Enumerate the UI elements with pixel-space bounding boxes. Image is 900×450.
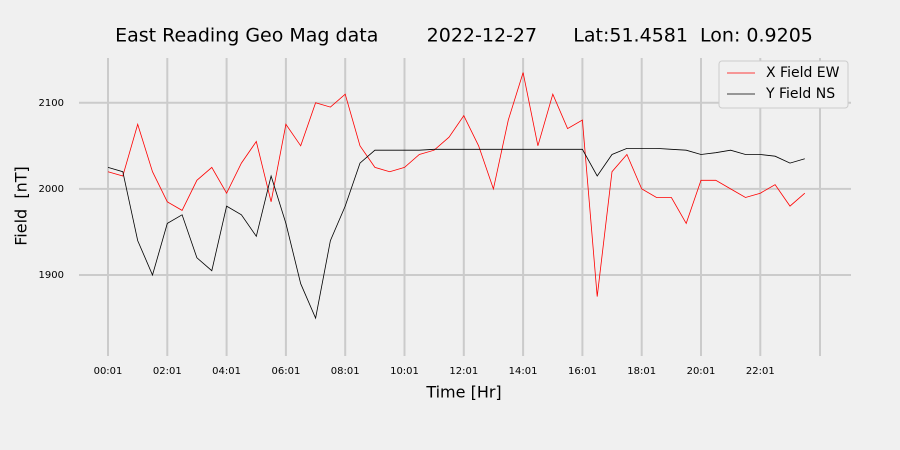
x-tick-label: 08:01 bbox=[331, 366, 360, 377]
x-tick-label: 10:01 bbox=[390, 366, 419, 377]
x-tick-label: 16:01 bbox=[568, 366, 597, 377]
chart-title: East Reading Geo Mag data 2022-12-27 Lat… bbox=[115, 25, 813, 47]
y-tick-label: 2100 bbox=[39, 98, 64, 109]
x-tick-label: 14:01 bbox=[509, 366, 538, 377]
legend: X Field EW Y Field NS bbox=[718, 60, 849, 109]
legend-label: Y Field NS bbox=[765, 86, 835, 102]
x-axis-label: Time [Hr] bbox=[425, 383, 501, 402]
x-tick-label: 22:01 bbox=[746, 366, 775, 377]
legend-label: X Field EW bbox=[766, 65, 840, 81]
x-tick-label: 00:01 bbox=[94, 366, 123, 377]
x-tick-label: 06:01 bbox=[271, 366, 300, 377]
x-tick-label: 12:01 bbox=[449, 366, 478, 377]
y-axis-label: Field [nT] bbox=[12, 166, 31, 246]
data-line bbox=[107, 72, 806, 297]
x-tick-label: 04:01 bbox=[212, 366, 241, 377]
y-tick-label: 1900 bbox=[39, 270, 64, 281]
y-tick-label: 2000 bbox=[39, 184, 64, 195]
x-tick-label: 18:01 bbox=[627, 366, 656, 377]
x-tick-label: 02:01 bbox=[153, 366, 182, 377]
data-line bbox=[107, 148, 805, 320]
x-tick-label: 20:01 bbox=[687, 366, 716, 377]
